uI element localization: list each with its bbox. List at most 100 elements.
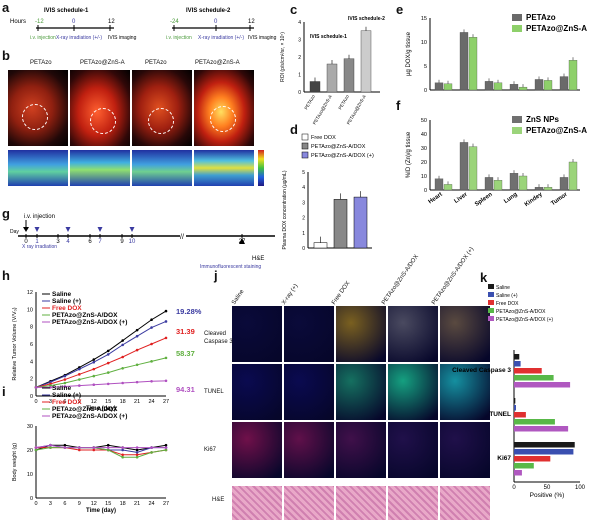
data-point bbox=[106, 382, 110, 386]
bar bbox=[534, 187, 544, 191]
data-point bbox=[164, 309, 168, 313]
legend-label: PETAzo@ZnS-A/DOX (+) bbox=[311, 153, 374, 159]
svg-text:-24: -24 bbox=[170, 19, 179, 25]
bar bbox=[514, 382, 571, 388]
x-tick-label: 0 bbox=[512, 485, 516, 491]
y-tick-label: 5 bbox=[302, 170, 305, 176]
data-point bbox=[150, 446, 153, 449]
bar bbox=[434, 178, 444, 191]
data-point bbox=[63, 443, 67, 447]
x-tick-label: PETAzo bbox=[337, 94, 350, 111]
micro-tile bbox=[232, 422, 282, 478]
legend-label: Free DOX bbox=[52, 305, 82, 312]
bar bbox=[468, 146, 478, 191]
data-point bbox=[121, 448, 124, 452]
x-tick-label: Heart bbox=[428, 192, 444, 206]
y-tick-label: 30 bbox=[27, 424, 33, 430]
day-label: 4 bbox=[66, 239, 70, 245]
legend-label: Saline bbox=[52, 291, 72, 298]
series-line bbox=[35, 444, 167, 451]
data-point bbox=[106, 361, 110, 365]
color-scale-bar bbox=[258, 150, 264, 186]
xray-marker bbox=[97, 227, 103, 232]
x-tick-label: 50 bbox=[544, 485, 551, 491]
data-point bbox=[150, 326, 153, 329]
x-tick-label: 12 bbox=[91, 399, 97, 405]
bar bbox=[518, 86, 528, 91]
y-tick-label: 1 bbox=[302, 231, 305, 237]
x-tick-label: 9 bbox=[78, 501, 81, 507]
data-point bbox=[164, 320, 168, 323]
micro-tile bbox=[232, 306, 282, 362]
ivis-heatmap-3 bbox=[132, 150, 192, 186]
bar bbox=[543, 187, 553, 191]
chart-positive-percent: 0 50 100 Positive (%) Saline Saline (+) Free D… bbox=[452, 284, 586, 499]
data-point bbox=[63, 385, 67, 388]
bar bbox=[333, 199, 348, 249]
data-point bbox=[78, 384, 81, 387]
bar bbox=[514, 405, 516, 411]
bar bbox=[468, 37, 478, 91]
legend-label: Saline bbox=[496, 285, 510, 291]
he-tile bbox=[440, 486, 490, 520]
y-tick-label: 1 bbox=[298, 73, 301, 79]
y-tick-label: 6 bbox=[30, 342, 33, 348]
y-tick-label: 2 bbox=[298, 55, 301, 61]
data-point bbox=[92, 446, 96, 449]
legend-swatch bbox=[488, 316, 494, 321]
micro-tile bbox=[284, 364, 334, 420]
legend-label: Free DOX bbox=[52, 399, 82, 406]
xray-marker bbox=[65, 227, 71, 232]
ivis-heatmap-4 bbox=[194, 150, 254, 186]
data-point bbox=[164, 443, 168, 447]
data-point bbox=[78, 378, 81, 381]
series-line bbox=[35, 444, 166, 449]
bar bbox=[313, 242, 328, 249]
data-point bbox=[63, 378, 67, 381]
legend-label: Saline (+) bbox=[496, 293, 518, 299]
data-point bbox=[121, 366, 124, 370]
data-point bbox=[150, 379, 153, 383]
data-point bbox=[34, 386, 38, 389]
micro-row-label-caspase bbox=[440, 352, 494, 360]
data-point bbox=[135, 380, 139, 384]
legend-swatch bbox=[488, 308, 494, 313]
data-point bbox=[135, 348, 139, 352]
legend-swatch bbox=[512, 116, 522, 123]
y-tick-label: 5 bbox=[424, 64, 427, 70]
y-axis-label: ROI (p/s/cm²/sr, × 10⁷) bbox=[280, 32, 286, 82]
micro-tile bbox=[440, 364, 490, 420]
legend-label: Free DOX bbox=[496, 301, 519, 307]
series-line bbox=[35, 321, 167, 388]
legend-label: PETAzo@ZnS-A/DOX bbox=[496, 309, 546, 315]
chart-zn-tissue: 0 10 20 30 40 50 %ID (Zn)/g tissue Heart Liver Sp… bbox=[406, 115, 587, 208]
y-tick-label: 0 bbox=[30, 394, 33, 400]
svg-text://: // bbox=[180, 234, 184, 241]
x-tick-label: Liver bbox=[453, 191, 469, 205]
bar bbox=[514, 419, 555, 425]
day-label: 6 bbox=[88, 239, 92, 245]
panel-label-e: e bbox=[396, 2, 404, 17]
bar bbox=[514, 361, 521, 367]
data-point bbox=[106, 353, 110, 356]
data-point bbox=[150, 451, 153, 454]
micro-tile bbox=[388, 422, 438, 478]
he-marker bbox=[239, 238, 245, 244]
timeline-injection-label: i.v. injection bbox=[24, 214, 55, 220]
bar bbox=[514, 375, 554, 381]
micro-tile bbox=[284, 422, 334, 478]
x-tick-label: 12 bbox=[91, 501, 97, 507]
bar bbox=[559, 76, 569, 91]
bar bbox=[493, 180, 503, 191]
bar bbox=[343, 58, 355, 93]
bar bbox=[568, 60, 578, 91]
group-label: TUNEL bbox=[489, 411, 511, 418]
data-point bbox=[92, 383, 96, 387]
panel-label-a: a bbox=[2, 0, 10, 15]
data-point bbox=[135, 453, 139, 457]
svg-text:IVIS imaging: IVIS imaging bbox=[248, 35, 277, 41]
legend-label: PETAzo@ZnS-A bbox=[526, 126, 587, 135]
data-point bbox=[49, 443, 52, 447]
svg-text:12: 12 bbox=[108, 19, 115, 25]
